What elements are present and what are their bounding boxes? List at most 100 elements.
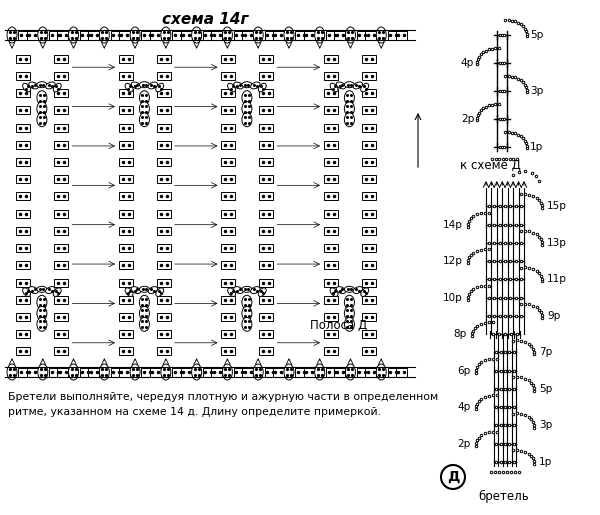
Ellipse shape — [148, 287, 158, 294]
Ellipse shape — [37, 101, 47, 116]
Bar — [55, 193, 68, 200]
Ellipse shape — [139, 113, 149, 127]
Bar — [259, 348, 274, 355]
Bar — [55, 210, 68, 218]
Bar — [362, 106, 376, 114]
Ellipse shape — [37, 286, 47, 293]
Ellipse shape — [68, 27, 79, 43]
Bar — [157, 141, 171, 149]
Bar — [362, 158, 376, 166]
Ellipse shape — [344, 295, 355, 310]
Bar — [16, 279, 31, 286]
Bar — [55, 158, 68, 166]
Bar — [110, 368, 122, 376]
Bar — [234, 30, 245, 40]
Ellipse shape — [125, 83, 133, 92]
Ellipse shape — [344, 113, 355, 127]
Ellipse shape — [330, 83, 338, 92]
Ellipse shape — [227, 83, 236, 92]
Ellipse shape — [131, 82, 140, 89]
Bar — [119, 30, 130, 40]
Ellipse shape — [156, 288, 164, 297]
Bar — [157, 72, 171, 80]
Bar — [157, 89, 171, 97]
Bar — [19, 30, 29, 40]
Bar — [55, 296, 68, 304]
Ellipse shape — [46, 287, 55, 294]
Bar — [172, 368, 183, 376]
Ellipse shape — [242, 113, 252, 127]
Bar — [16, 244, 31, 252]
Bar — [55, 279, 68, 286]
Bar — [221, 348, 235, 355]
Bar — [119, 227, 133, 235]
Ellipse shape — [242, 317, 252, 331]
Bar — [157, 348, 171, 355]
Ellipse shape — [344, 317, 355, 331]
Ellipse shape — [29, 82, 38, 89]
Bar — [119, 89, 133, 97]
Bar — [324, 279, 338, 286]
Ellipse shape — [100, 27, 109, 43]
Bar — [16, 106, 31, 114]
Bar — [142, 30, 152, 40]
Bar — [324, 296, 338, 304]
Text: 13р: 13р — [547, 238, 567, 248]
Bar — [324, 313, 338, 321]
Bar — [362, 330, 376, 338]
Ellipse shape — [314, 364, 325, 380]
Text: 4р: 4р — [461, 58, 474, 68]
Ellipse shape — [253, 364, 263, 380]
Text: схема 14г: схема 14г — [162, 12, 248, 27]
Bar — [324, 141, 338, 149]
Bar — [259, 193, 274, 200]
Text: 15р: 15р — [547, 201, 567, 211]
Bar — [324, 158, 338, 166]
Ellipse shape — [242, 91, 252, 105]
Ellipse shape — [139, 306, 149, 320]
Ellipse shape — [130, 27, 140, 43]
Bar — [55, 124, 68, 131]
Bar — [396, 368, 407, 376]
Circle shape — [441, 465, 465, 489]
Bar — [324, 330, 338, 338]
Text: 8р: 8р — [454, 329, 467, 339]
Bar — [221, 158, 235, 166]
Bar — [221, 279, 235, 286]
Bar — [157, 210, 171, 218]
Bar — [324, 55, 338, 63]
Bar — [58, 368, 68, 376]
Bar — [16, 296, 31, 304]
Bar — [26, 30, 38, 40]
Bar — [119, 210, 133, 218]
Bar — [259, 89, 274, 97]
Bar — [362, 261, 376, 269]
Bar — [362, 193, 376, 200]
Bar — [259, 141, 274, 149]
Bar — [362, 141, 376, 149]
Bar — [234, 368, 245, 376]
Ellipse shape — [242, 306, 252, 320]
Bar — [16, 313, 31, 321]
Bar — [49, 30, 60, 40]
Bar — [110, 30, 122, 40]
Bar — [324, 175, 338, 183]
Text: 6р: 6р — [458, 366, 471, 375]
Bar — [362, 227, 376, 235]
Bar — [157, 175, 171, 183]
Ellipse shape — [53, 288, 61, 297]
Bar — [211, 368, 222, 376]
Bar — [324, 72, 338, 80]
Bar — [157, 296, 171, 304]
Ellipse shape — [376, 27, 386, 43]
Bar — [362, 313, 376, 321]
Text: Полоса Д: Полоса Д — [310, 318, 367, 332]
Text: 7р: 7р — [539, 348, 552, 357]
Bar — [119, 72, 133, 80]
Ellipse shape — [131, 287, 140, 294]
Ellipse shape — [139, 317, 149, 331]
Bar — [16, 227, 31, 235]
Bar — [295, 368, 306, 376]
Bar — [16, 158, 31, 166]
Ellipse shape — [234, 82, 243, 89]
